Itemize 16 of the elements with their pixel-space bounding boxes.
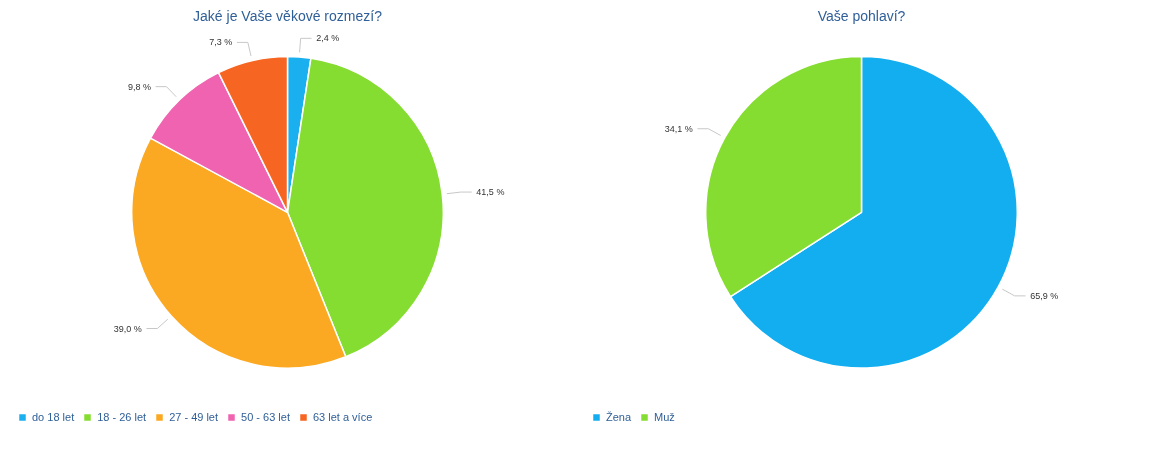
legend-label: 50 - 63 let (241, 411, 290, 423)
legend-label: 63 let a více (312, 411, 373, 423)
data-label: 41,5 % (476, 187, 505, 198)
legend-label: Žena (606, 411, 632, 423)
legend-label: do 18 let (32, 411, 75, 423)
data-label: 9,8 % (127, 81, 151, 92)
legend-label: Muž (654, 411, 675, 423)
data-label: 2,4 % (316, 33, 340, 44)
legend-label: 27 - 49 let (169, 411, 219, 423)
legend-label: 18 - 26 let (97, 411, 147, 423)
data-label: 34,1 % (664, 123, 693, 134)
chart-title: Jaké je Vaše věkové rozmezí? (193, 7, 383, 24)
data-label: 65,9 % (1030, 290, 1059, 301)
data-label: 7,3 % (209, 37, 233, 48)
data-label: 39,0 % (113, 323, 142, 334)
chart-title: Vaše pohlaví? (817, 7, 906, 24)
